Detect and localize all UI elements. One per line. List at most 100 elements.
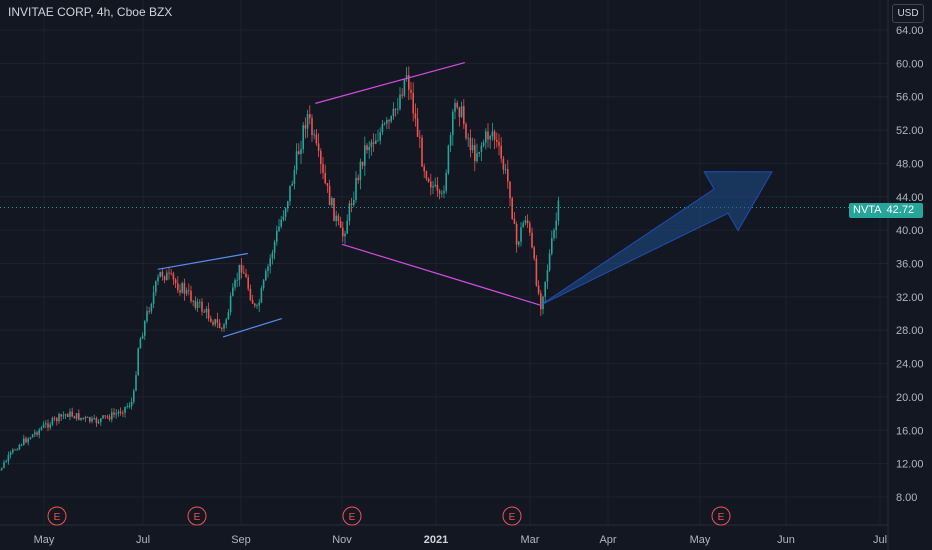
candle-body <box>368 146 370 151</box>
candle-body <box>412 92 414 114</box>
candle-body <box>529 223 531 233</box>
candle-body <box>170 273 172 274</box>
candle-body <box>51 417 54 425</box>
candle-body <box>467 137 469 139</box>
candle-body <box>370 142 373 147</box>
candle-body <box>458 107 461 117</box>
candle-body <box>31 434 34 438</box>
candle-body <box>401 94 403 96</box>
earnings-marker[interactable]: E <box>47 506 67 526</box>
blue-trendline[interactable] <box>222 317 282 338</box>
y-tick-label: 8.00 <box>896 492 917 504</box>
candle-body <box>328 185 331 206</box>
candle-body <box>161 271 164 277</box>
candle-body <box>476 153 478 162</box>
candle-body <box>557 200 560 221</box>
candle-body <box>302 125 304 150</box>
candle-body <box>273 241 276 253</box>
magenta-trendline[interactable] <box>341 243 541 306</box>
candle-body <box>304 125 307 129</box>
candle-body <box>60 414 62 417</box>
candle-body <box>480 145 483 152</box>
x-tick-label: Mar <box>521 534 540 546</box>
candle-body <box>157 277 159 282</box>
candle-body <box>355 177 357 201</box>
candle-body <box>192 300 194 302</box>
candle-body <box>247 277 249 289</box>
candle-body <box>438 190 441 194</box>
candle-body <box>344 233 346 237</box>
projection-arrow[interactable] <box>540 171 773 306</box>
candle-body <box>377 140 379 142</box>
candle-body <box>67 414 69 417</box>
candle-body <box>119 411 122 414</box>
candle-body <box>97 421 100 423</box>
candle-body <box>148 311 150 313</box>
candle-body <box>465 124 467 139</box>
earnings-marker[interactable]: E <box>187 506 207 526</box>
candle-body <box>452 111 454 136</box>
candle-body <box>311 118 313 136</box>
candle-body <box>546 270 549 282</box>
candle-body <box>553 229 555 239</box>
candle-body <box>174 279 177 284</box>
candle-body <box>372 142 375 144</box>
candle-body <box>104 415 106 417</box>
candle-body <box>100 418 102 422</box>
candle-body <box>443 190 445 194</box>
y-tick-label: 28.00 <box>896 325 924 337</box>
y-tick-label: 24.00 <box>896 359 924 371</box>
earnings-marker[interactable]: E <box>502 506 522 526</box>
candle-body <box>445 173 447 191</box>
candle-body <box>135 374 137 391</box>
x-tick-label: Jul <box>136 534 150 546</box>
candle-body <box>199 301 201 303</box>
candle-body <box>419 136 421 138</box>
candle-body <box>20 444 23 446</box>
candle-body <box>540 293 542 310</box>
candle-body <box>93 418 95 419</box>
candle-body <box>394 108 397 110</box>
candle-body <box>306 114 309 129</box>
candle-body <box>254 303 256 306</box>
candle-body <box>383 123 386 125</box>
candle-body <box>313 134 315 136</box>
candle-body <box>201 301 203 312</box>
candle-body <box>361 161 364 166</box>
candle-body <box>379 132 381 141</box>
candle-body <box>122 413 124 414</box>
candle-body <box>392 108 395 117</box>
candle-body <box>113 412 115 415</box>
candle-body <box>410 89 412 93</box>
magenta-trendline[interactable] <box>315 61 465 104</box>
earnings-marker[interactable]: E <box>342 506 362 526</box>
candle-body <box>289 185 291 202</box>
candle-body <box>416 118 419 137</box>
candle-body <box>548 253 551 271</box>
chart-title: INVITAE CORP, 4h, Cboe BZX <box>8 5 173 19</box>
candle-body <box>126 406 128 407</box>
earnings-marker[interactable]: E <box>711 506 731 526</box>
candle-body <box>12 449 14 453</box>
earnings-label: E <box>509 512 516 523</box>
candle-body <box>218 322 221 329</box>
candle-body <box>339 221 342 228</box>
candle-body <box>280 219 282 227</box>
earnings-label: E <box>349 512 356 523</box>
candle-body <box>18 444 21 450</box>
candle-body <box>141 335 144 339</box>
candle-body <box>181 283 183 293</box>
candle-body <box>348 203 351 221</box>
candle-body <box>45 423 47 425</box>
x-tick-label: 2021 <box>424 534 448 546</box>
blue-trendline[interactable] <box>157 252 248 270</box>
candle-body <box>309 114 311 119</box>
candle-body <box>117 411 120 414</box>
currency-button[interactable]: USD <box>892 4 924 23</box>
candle-body <box>152 292 155 304</box>
candle-body <box>232 287 234 296</box>
candle-body <box>456 102 458 108</box>
candle-body <box>159 271 161 278</box>
candle-body <box>196 302 199 308</box>
